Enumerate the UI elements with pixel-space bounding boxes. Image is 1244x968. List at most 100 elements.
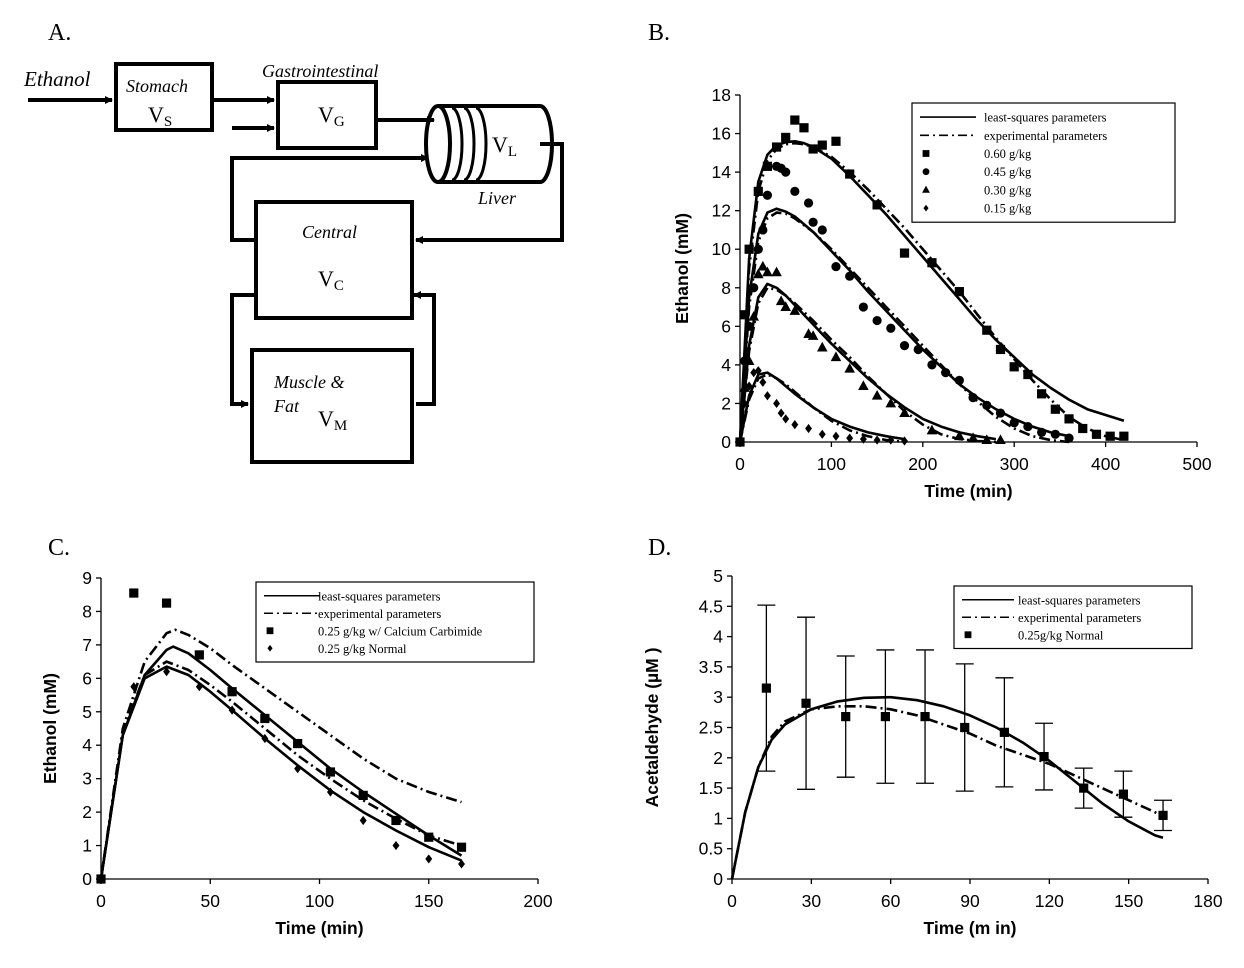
chart-c-square-point [260,713,270,724]
chart-b-triangle-point [967,432,979,443]
chart-d-x-axis-label: Time (m in) [923,918,1016,938]
chart-d-legend-label: 0.25g/kg Normal [1018,628,1104,642]
compartment-diagram: Ethanol Stomach VS Gastrointestinal VG V… [23,61,564,464]
chart-b-y-tick-label: 2 [721,393,731,413]
chart-b-legend-label: least-squares parameters [984,111,1107,125]
chart-c-legend-swatch [267,644,273,652]
chart-b-square-point [781,132,791,143]
chart-d-legend-label: least-squares parameters [1018,593,1141,607]
chart-c-square-point [161,598,172,608]
chart-b-circle-point [872,315,882,326]
chart-b-y-tick-label: 18 [712,85,731,105]
chart-c-square-point [194,650,204,660]
chart-b-square-point [753,186,763,196]
chart-c-y-tick-label: 2 [82,802,92,822]
chart-d-y-tick-label: 3.5 [699,657,723,677]
central-box [254,200,414,320]
chart-d-square-point [1079,783,1089,793]
chart-b-x-tick-label: 400 [1091,454,1120,474]
chart-b-legend-label: 0.45 g/kg [984,165,1032,179]
chart-b-square-point [954,287,964,297]
chart-d-square-point [761,683,771,693]
chart-c-legend-label: least-squares parameters [318,589,441,603]
chart-b-diamond-point [759,377,767,387]
chart-d-y-tick-label: 2 [713,748,723,768]
chart-b-square-point [808,144,818,154]
chart-d-x-tick-label: 150 [1114,891,1143,911]
panel-label-a: A. [48,20,71,46]
chart-b-square-point [1119,431,1129,441]
chart-b-square-point [1064,414,1074,424]
chart-b-circle-point [845,271,855,281]
chart-b-triangle-point [748,310,759,321]
chart-c-square-point [293,738,303,749]
chart-b-triangle-point [739,382,750,392]
chart-b-circle-point [749,283,759,293]
chart-b-diamond-point [750,368,758,378]
chart-b-circle-point [941,368,951,378]
chart-b-y-tick-label: 8 [721,278,731,298]
chart-b-diamond-point [777,408,785,418]
chart-c-y-tick-label: 9 [82,568,92,588]
chart-d-y-tick-label: 5 [713,566,723,586]
chart-b-diamond-point [873,435,881,445]
chart-b-circle-point [753,244,763,254]
chart-b-diamond-point [901,436,908,446]
chart-b-circle-point [803,198,814,208]
chart-d-x-tick-label: 0 [727,891,737,911]
gastrointestinal-volume-label: VG [318,102,345,130]
chart-c-diamond-point [163,667,170,677]
chart-b-x-tick-label: 0 [735,454,745,474]
liver-cylinder [424,104,554,184]
chart-b-triangle-point [816,341,828,352]
chart-b-diamond-point [773,398,781,409]
chart-b-square-point [1091,429,1102,439]
chart-c-diamond-point [261,733,269,744]
central-to-liver-arrow [230,154,429,242]
chart-b-diamond-point [745,381,753,391]
chart-b-x-tick-label: 100 [817,454,846,474]
chart-b-y-tick-label: 6 [721,316,731,336]
chart-b-triangle-point [954,430,965,441]
chart-b-circle-point [982,400,992,410]
chart-b-triangle-point [899,407,910,417]
stomach-box [114,62,214,132]
chart-c-x-tick-label: 150 [414,891,443,911]
chart-c-square-point [358,790,368,800]
muscle-fat-box [250,348,414,464]
chart-d-x-tick-label: 60 [881,891,901,911]
chart-c-y-tick-label: 0 [82,869,92,889]
chart-b-square-point [735,437,745,447]
chart-c-y-tick-label: 1 [82,836,92,856]
chart-b-x-tick-label: 300 [1000,454,1029,474]
chart-b-circle-point [758,225,768,235]
chart-d-least-squares-curve [730,695,1164,880]
chart-c-y-tick-label: 3 [82,769,92,789]
chart-c-x-tick-label: 100 [305,891,334,911]
chart-b-square-point [831,136,841,146]
chart-c-legend-label: 0.25 g/kg Normal [318,642,407,656]
chart-b-diamond-point [846,433,854,443]
panel-label-b: B. [648,20,670,46]
chart-c-diamond-point [130,682,138,692]
gastrointestinal-label: Gastrointestinal [262,61,378,81]
chart-b-triangle-point [807,330,819,340]
muscle-fat-volume-label: VM [318,406,347,434]
chart-b-experimental-curve [738,373,905,444]
chart-d-x-tick-label: 90 [960,891,980,911]
chart-b-diamond-point [741,398,749,409]
chart-d-square-point [880,711,890,722]
chart-c-y-axis-label: Ethanol (mM) [40,673,60,784]
chart-d: 0 0.5 1 1.5 2 2.5 3 3.5 4 4.5 5 0 30 60 90 120 150 180 Tim… [642,566,1223,938]
chart-b-square-point [899,248,910,258]
panel-label-d: D. [648,535,671,561]
chart-b-circle-point [781,167,791,177]
chart-b-y-tick-label: 14 [712,162,732,182]
chart-b-legend-label: 0.15 g/kg [984,202,1032,216]
chart-c-diamond-point [294,764,302,774]
chart-b-triangle-point [858,380,869,391]
muscle-to-central-arrow [413,291,436,406]
chart-d-square-point [841,711,851,722]
chart-b-triangle-point [981,434,993,444]
